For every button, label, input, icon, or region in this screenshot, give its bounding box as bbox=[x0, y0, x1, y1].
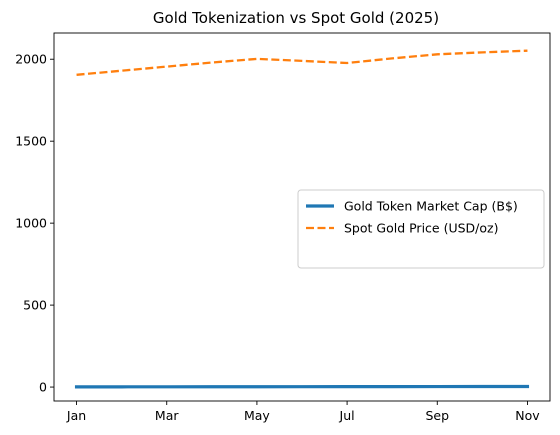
y-tick-label: 1500 bbox=[15, 134, 47, 149]
x-tick-label: Jul bbox=[339, 408, 355, 423]
plot-area bbox=[74, 49, 530, 389]
legend: Gold Token Market Cap (B$) Spot Gold Pric… bbox=[297, 189, 545, 269]
chart-title: Gold Tokenization vs Spot Gold (2025) bbox=[153, 9, 439, 27]
y-tick-label: 500 bbox=[23, 298, 47, 313]
x-tick-label: Mar bbox=[155, 408, 179, 423]
legend-label-2: Spot Gold Price (USD/oz) bbox=[344, 221, 498, 236]
x-tick-label: Nov bbox=[515, 408, 540, 423]
series-line-2 bbox=[76, 49, 528, 76]
x-tick-label: May bbox=[244, 408, 270, 423]
plot-frame bbox=[53, 32, 551, 402]
y-tick-label: 1000 bbox=[15, 216, 47, 231]
x-tick-label: Jan bbox=[66, 408, 86, 423]
y-tick-label: 0 bbox=[39, 380, 47, 395]
legend-box bbox=[297, 189, 545, 269]
y-tick-label: 2000 bbox=[15, 52, 47, 67]
legend-label-1: Gold Token Market Cap (B$) bbox=[344, 199, 518, 214]
x-tick-label: Sep bbox=[425, 408, 449, 423]
axes: 0 500 1000 1500 2000 Jan Mar May Jul Sep Nov bbox=[15, 32, 551, 423]
